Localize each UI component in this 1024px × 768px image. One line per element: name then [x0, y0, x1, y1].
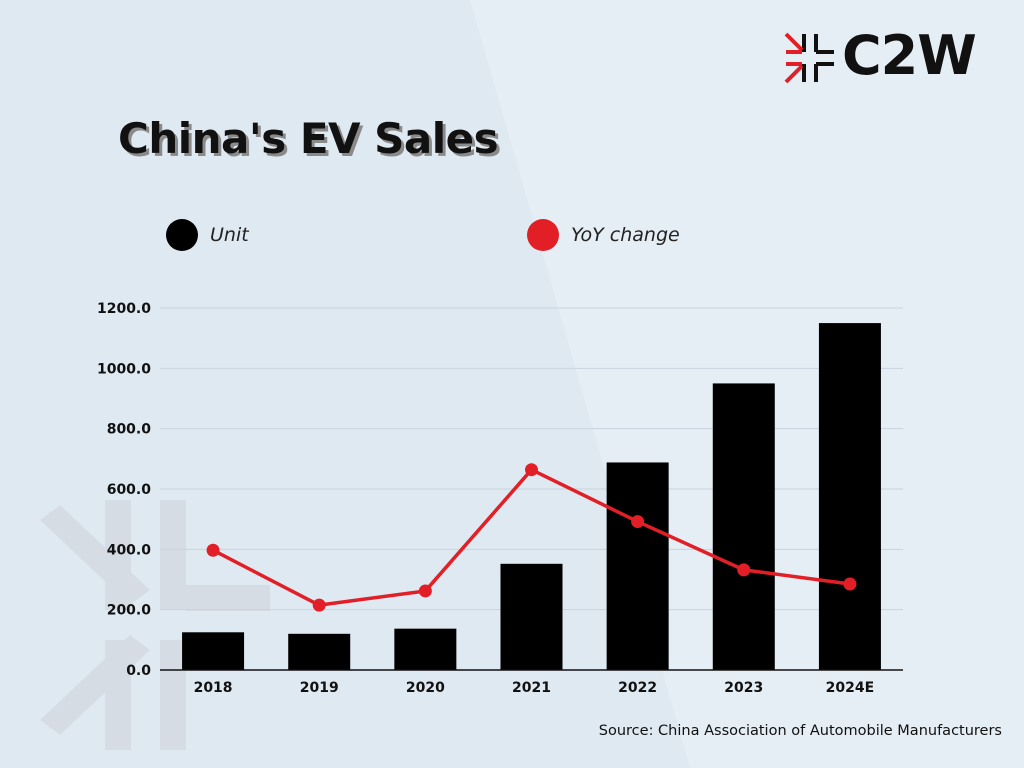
y-tick-label: 1200.0 — [97, 301, 151, 317]
red-circle-icon — [527, 219, 559, 251]
yoy-point-2024E — [843, 577, 857, 591]
bar-2024E — [818, 323, 881, 670]
x-tick-label: 2023 — [724, 680, 763, 696]
y-tick-label: 400.0 — [107, 542, 152, 558]
yoy-point-2018 — [206, 543, 220, 557]
bar-2020 — [394, 628, 457, 670]
x-axis-tick-labels: 2018 2019 2020 2021 2022 2023 2024E — [194, 680, 875, 696]
yoy-point-2023 — [737, 563, 751, 577]
y-axis-tick-labels: 0.0 200.0 400.0 600.0 800.0 1000.0 1200.0 — [97, 301, 151, 679]
y-tick-label: 1000.0 — [97, 361, 151, 377]
y-tick-label: 600.0 — [107, 482, 152, 498]
y-tick-label: 200.0 — [107, 603, 152, 619]
chart-title: China's EV Sales — [118, 114, 499, 163]
bar-2022 — [606, 462, 669, 670]
bar-2019 — [288, 633, 351, 670]
bars — [182, 323, 881, 670]
c2w-logo-icon — [784, 32, 834, 84]
brand-logo: C2W — [784, 24, 1004, 87]
x-tick-label: 2020 — [406, 680, 445, 696]
legend-label-yoy: YoY change — [571, 224, 680, 246]
yoy-point-2020 — [418, 584, 432, 598]
y-tick-label: 800.0 — [107, 422, 152, 438]
bar-2021 — [500, 563, 563, 670]
x-tick-label: 2021 — [512, 680, 551, 696]
grid-lines — [160, 307, 903, 611]
x-tick-label: 2018 — [194, 680, 233, 696]
yoy-point-2022 — [631, 515, 645, 529]
yoy-point-2019 — [312, 598, 326, 612]
x-tick-label: 2019 — [300, 680, 339, 696]
legend-label-unit: Unit — [210, 224, 249, 246]
yoy-point-2021 — [525, 463, 538, 477]
black-circle-icon — [166, 219, 198, 251]
legend-item-yoy: YoY change — [527, 218, 680, 252]
logo-text: C2W — [842, 24, 977, 87]
yoy-line-series — [206, 463, 857, 612]
bar-2018 — [182, 632, 245, 670]
x-tick-label: 2022 — [618, 680, 657, 696]
y-tick-label: 0.0 — [126, 663, 151, 679]
source-note: Source: China Association of Automobile … — [598, 723, 1002, 739]
x-tick-label: 2024E — [826, 680, 875, 696]
legend-item-unit: Unit — [166, 218, 249, 252]
watermark-logo-icon — [40, 500, 270, 750]
bar-2023 — [712, 383, 775, 670]
